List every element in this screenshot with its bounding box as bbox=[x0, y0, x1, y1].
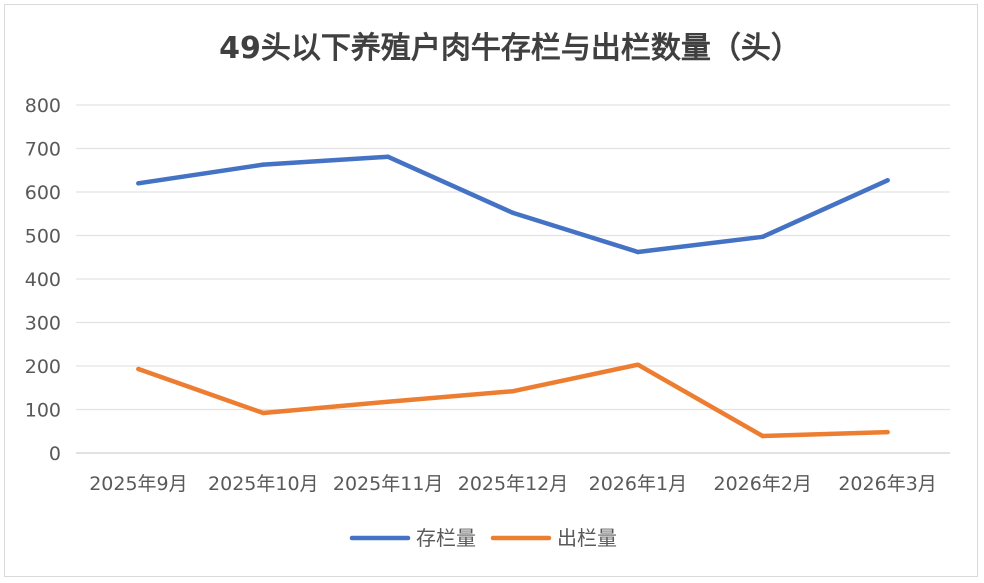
x-tick-label: 2025年10月 bbox=[208, 473, 319, 495]
y-tick-label: 300 bbox=[25, 313, 61, 335]
x-tick-label: 2025年9月 bbox=[89, 473, 187, 495]
y-tick-label: 200 bbox=[25, 356, 61, 378]
gridlines bbox=[76, 105, 950, 453]
y-tick-label: 500 bbox=[25, 226, 61, 248]
series-lines bbox=[136, 155, 890, 439]
x-axis-ticks: 2025年9月 2025年10月 2025年11月 2025年12月 2026年1月 20… bbox=[89, 473, 937, 495]
x-tick-label: 2026年2月 bbox=[713, 473, 811, 495]
data-point bbox=[261, 162, 265, 166]
data-point bbox=[636, 362, 640, 366]
data-point bbox=[386, 399, 390, 403]
x-tick-label: 2026年1月 bbox=[589, 473, 687, 495]
data-point bbox=[261, 411, 265, 415]
series-line-1 bbox=[138, 157, 887, 252]
legend-label: 存栏量 bbox=[416, 526, 476, 550]
legend: 存栏量 出栏量 bbox=[352, 526, 617, 550]
series-line-2 bbox=[138, 365, 887, 436]
x-tick-label: 2026年3月 bbox=[838, 473, 936, 495]
y-axis-ticks: 0 100 200 300 400 500 600 700 800 bbox=[25, 95, 61, 465]
x-tick-label: 2025年12月 bbox=[458, 473, 569, 495]
data-point bbox=[636, 250, 640, 254]
y-tick-label: 400 bbox=[25, 269, 61, 291]
line-chart: 49头以下养殖户肉牛存栏与出栏数量（头） 0 100 200 300 400 500 600… bbox=[0, 0, 984, 583]
chart-title: 49头以下养殖户肉牛存栏与出栏数量（头） bbox=[219, 31, 801, 66]
y-tick-label: 700 bbox=[25, 139, 61, 161]
x-tick-label: 2025年11月 bbox=[333, 473, 444, 495]
y-tick-label: 100 bbox=[25, 400, 61, 422]
data-point bbox=[761, 434, 765, 438]
data-point bbox=[761, 235, 765, 239]
data-point bbox=[885, 430, 889, 434]
data-point bbox=[885, 178, 889, 182]
data-point bbox=[511, 389, 515, 393]
data-point bbox=[511, 211, 515, 215]
legend-label: 出栏量 bbox=[557, 526, 617, 550]
data-point bbox=[386, 155, 390, 159]
data-point bbox=[136, 367, 140, 371]
y-tick-label: 0 bbox=[49, 443, 61, 465]
y-tick-label: 800 bbox=[25, 95, 61, 117]
data-point bbox=[136, 181, 140, 185]
y-tick-label: 600 bbox=[25, 182, 61, 204]
